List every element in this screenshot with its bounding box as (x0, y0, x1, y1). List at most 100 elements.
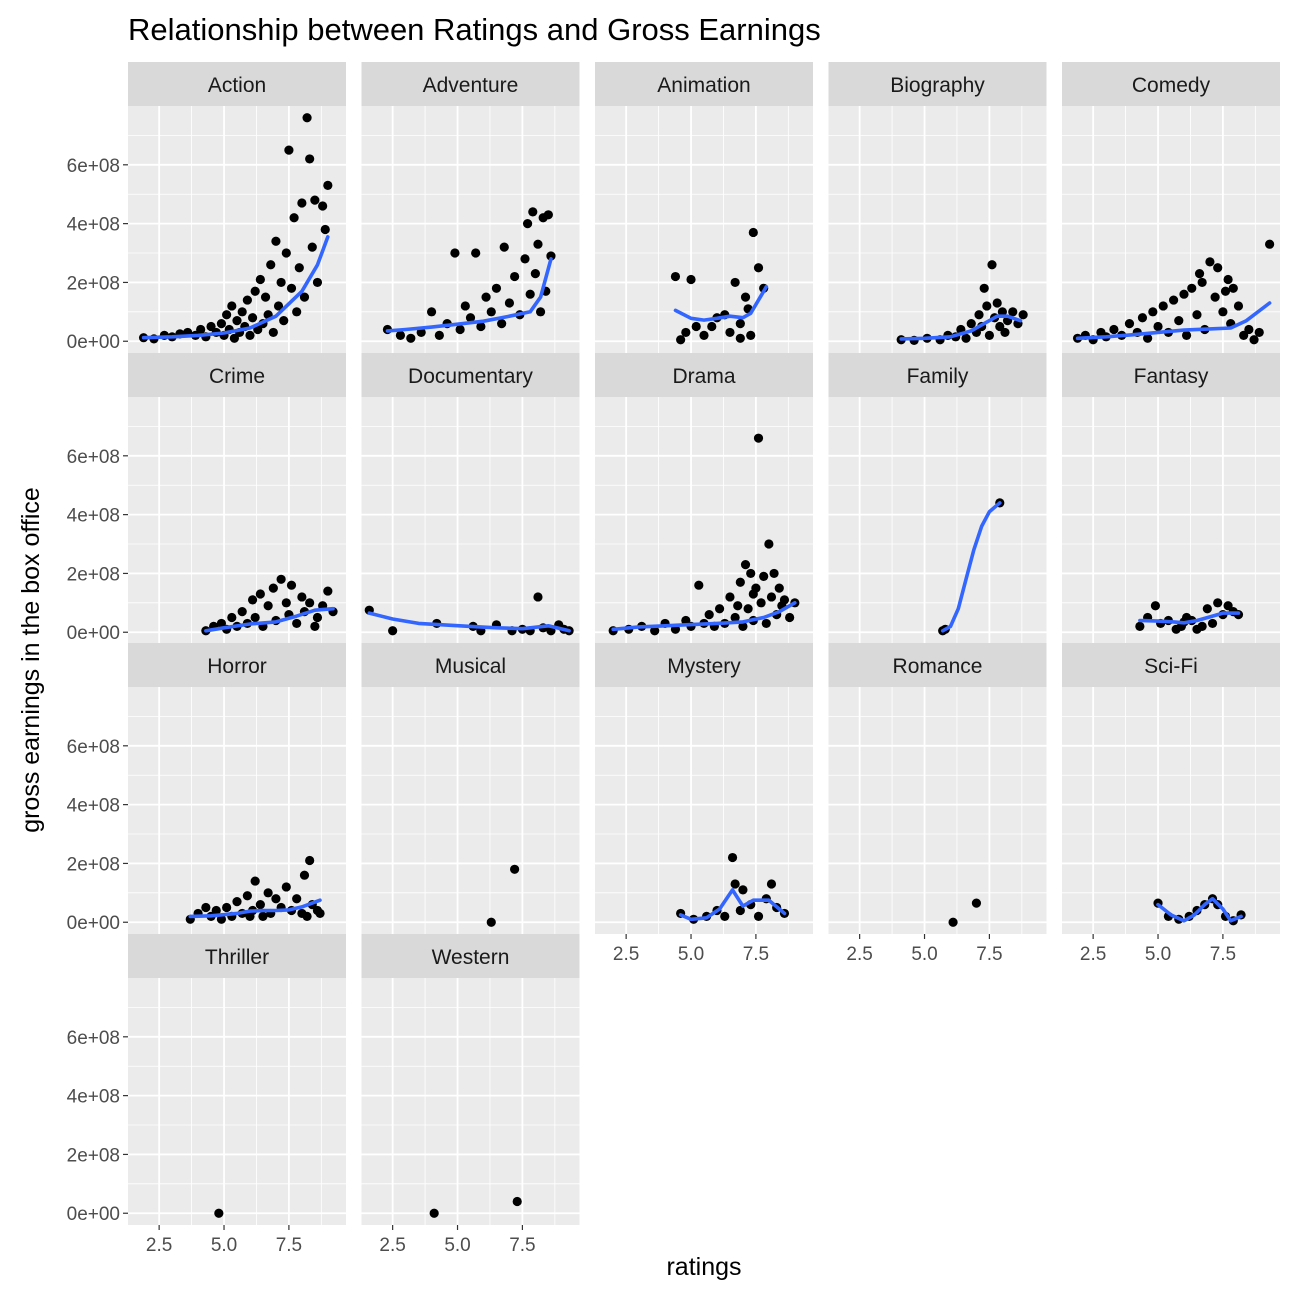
y-tick-label: 0e+00 (67, 913, 120, 934)
data-point (738, 885, 748, 895)
chart-title: Relationship between Ratings and Gross E… (128, 12, 821, 47)
y-tick-label: 0e+00 (67, 623, 120, 644)
data-point (769, 568, 779, 579)
data-point (720, 911, 730, 921)
data-point (764, 539, 774, 549)
data-point (1179, 289, 1189, 299)
data-point (465, 313, 476, 323)
data-point (266, 260, 276, 270)
y-tick-label: 4e+08 (67, 1087, 120, 1108)
data-point (1137, 313, 1148, 323)
data-point (497, 318, 507, 329)
data-point (735, 333, 745, 343)
panel-background (828, 397, 1047, 644)
data-point (481, 292, 491, 302)
data-point (735, 577, 745, 587)
data-point (761, 618, 771, 629)
data-point (310, 621, 320, 631)
smooth-line (1156, 896, 1243, 923)
facet-strip (128, 934, 346, 978)
data-point (971, 898, 982, 908)
data-point (1202, 604, 1212, 614)
data-point (1000, 327, 1010, 338)
data-point (543, 210, 553, 220)
x-tick-label: 5.0 (211, 1235, 237, 1256)
facet-label: Thriller (205, 946, 269, 969)
data-point (201, 902, 211, 913)
data-point (284, 145, 294, 155)
data-point (995, 321, 1005, 332)
data-point (1223, 601, 1233, 611)
y-tick-label: 6e+08 (67, 447, 120, 468)
x-tick-label: 2.5 (379, 1235, 405, 1256)
facet-label: Crime (209, 365, 265, 388)
data-point (227, 301, 237, 311)
facet-strip (595, 62, 813, 106)
facet-mystery: Mystery 2.5 5.0 7.5 (595, 643, 813, 965)
data-point (476, 321, 486, 332)
x-tick-label: 2.5 (846, 944, 872, 965)
facet-strip (361, 353, 580, 397)
panel-background (128, 978, 346, 1225)
data-point (1220, 286, 1231, 296)
data-point (753, 911, 764, 921)
facet-strip (828, 643, 1047, 687)
smooth-line (141, 235, 330, 340)
x-tick-label: 2.5 (613, 944, 639, 965)
data-point (1153, 321, 1163, 332)
smooth-line (611, 600, 797, 632)
data-point (214, 1208, 224, 1218)
data-point (1008, 307, 1018, 317)
data-point (279, 316, 289, 326)
data-point (1254, 327, 1264, 338)
smooth-line (1138, 611, 1241, 625)
data-point (1124, 318, 1135, 329)
data-point (460, 301, 470, 311)
data-point (1197, 277, 1207, 288)
data-point (1210, 292, 1220, 302)
data-point (1197, 621, 1207, 631)
facet-comedy: Comedy (1062, 62, 1280, 353)
data-point (714, 604, 725, 614)
data-point (1239, 330, 1249, 340)
data-point (707, 321, 717, 332)
data-point (471, 248, 481, 258)
data-point (1265, 239, 1275, 249)
data-point (216, 318, 227, 329)
data-point (533, 239, 543, 249)
facet-family: Family (828, 353, 1047, 644)
x-tick-label: 7.5 (976, 944, 1002, 965)
panel-background (128, 397, 346, 644)
data-point (740, 292, 751, 302)
facet-label: Mystery (667, 655, 741, 678)
facet-grid: Action 0e+00 2e+08 4e+08 6e+08 Adventure Anima… (67, 62, 1280, 1256)
facet-western: Western 2.5 5.0 7.5 (361, 934, 580, 1256)
data-point (286, 283, 297, 293)
data-point (681, 327, 691, 338)
panel-background (595, 687, 813, 934)
data-point (1205, 257, 1215, 267)
data-point (533, 592, 543, 602)
data-point (292, 894, 302, 904)
x-tick-label: 2.5 (1080, 944, 1106, 965)
data-point (740, 560, 751, 570)
smooth-line (204, 606, 335, 633)
data-point (1228, 283, 1238, 293)
data-point (1135, 621, 1145, 631)
x-tick-label: 7.5 (1210, 944, 1236, 965)
data-point (406, 333, 416, 343)
data-point (245, 330, 255, 340)
data-point (699, 330, 709, 340)
facet-strip (595, 353, 813, 397)
data-point (1018, 310, 1028, 320)
data-point (292, 618, 302, 629)
data-point (216, 618, 227, 629)
facet-biography: Biography (828, 62, 1047, 353)
data-point (779, 595, 790, 605)
data-point (1192, 310, 1202, 320)
data-point (416, 327, 426, 338)
facet-sci-fi: Sci-Fi 2.5 5.0 7.5 (1062, 643, 1280, 965)
data-point (286, 580, 297, 590)
data-point (232, 316, 242, 326)
data-point (260, 292, 271, 302)
